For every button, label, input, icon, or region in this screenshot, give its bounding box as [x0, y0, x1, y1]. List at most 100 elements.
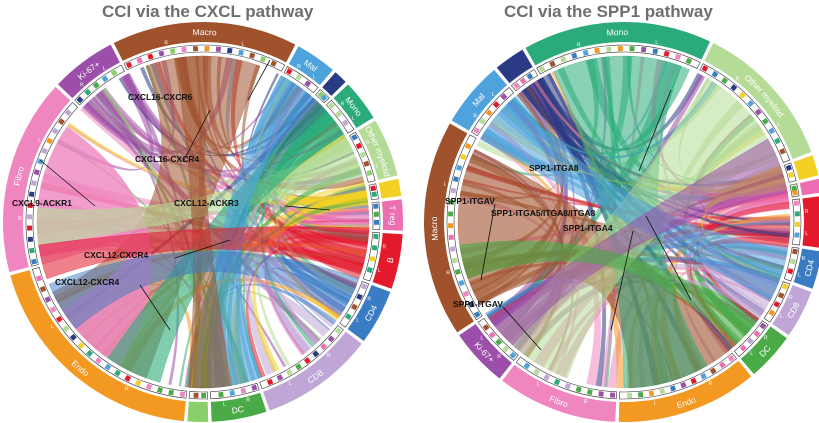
- band-tick: [58, 118, 65, 126]
- sector-arc: [333, 84, 374, 128]
- interaction-label: CXCL9-ACKR1: [12, 198, 72, 208]
- band-tick: [721, 77, 729, 85]
- band-label: R: [367, 297, 371, 303]
- sector-band: [283, 66, 319, 94]
- band-tick: [295, 363, 302, 371]
- band-tick: [181, 46, 187, 53]
- band-tick: [104, 363, 112, 371]
- band-tick: [136, 57, 143, 64]
- band-tick: [345, 313, 352, 321]
- band-tick: [303, 357, 311, 365]
- band-tick: [373, 233, 379, 240]
- band-tick: [276, 374, 284, 381]
- band-label: L: [655, 40, 658, 46]
- band-tick: [360, 283, 368, 290]
- band-label: R: [805, 209, 809, 215]
- band-tick: [125, 61, 133, 69]
- band-tick: [739, 344, 747, 352]
- band-tick: [135, 379, 142, 387]
- band-tick: [464, 142, 472, 150]
- band-label: R: [18, 216, 22, 222]
- band-tick: [270, 60, 277, 67]
- band-tick: [55, 315, 63, 323]
- sector-arc: [618, 360, 752, 422]
- band-tick: [779, 148, 786, 155]
- chord-ribbon: [459, 240, 756, 346]
- sector-band: [325, 99, 355, 134]
- band-tick: [659, 388, 666, 395]
- band-tick: [669, 385, 676, 392]
- band-tick: [373, 203, 379, 209]
- band-tick: [652, 48, 659, 55]
- band-tick: [753, 330, 761, 338]
- band-tick: [759, 322, 767, 330]
- band-tick: [674, 53, 681, 61]
- chord-ribbon: [38, 226, 370, 280]
- sector-arc: [322, 72, 346, 96]
- band-tick: [458, 279, 465, 287]
- band-tick: [327, 335, 335, 343]
- band-tick: [627, 392, 633, 398]
- band-tick: [363, 160, 370, 167]
- band-tick: [27, 225, 33, 231]
- band-tick: [86, 349, 94, 357]
- sector-arc: [10, 270, 186, 422]
- band-label: R: [80, 83, 84, 89]
- band-tick: [145, 383, 153, 391]
- sector-band: [123, 44, 286, 72]
- annotation-leader: [39, 159, 96, 207]
- band-tick: [479, 118, 487, 125]
- band-tick: [77, 342, 85, 350]
- sector-arc: [381, 199, 403, 231]
- interaction-label: SPP1-ITGA4: [563, 223, 613, 233]
- band-tick: [251, 384, 258, 391]
- sector-arc: [2, 86, 71, 273]
- band-tick: [500, 93, 508, 101]
- band-tick: [37, 158, 44, 165]
- band-tick: [768, 309, 776, 317]
- sector-arc: [113, 21, 296, 63]
- band-tick: [158, 50, 165, 57]
- band-tick: [359, 151, 367, 158]
- band-tick: [229, 390, 236, 396]
- band-tick: [791, 185, 798, 192]
- band-label: R: [297, 64, 301, 70]
- band-tick: [637, 391, 644, 398]
- band-label: L: [537, 382, 540, 388]
- band-tick: [168, 389, 174, 396]
- annotation-leader: [645, 215, 692, 301]
- chord-link: [285, 195, 370, 231]
- band-tick: [680, 381, 687, 389]
- band-tick: [711, 70, 719, 78]
- band-tick: [467, 301, 475, 308]
- band-tick: [320, 343, 328, 351]
- band-tick: [774, 137, 781, 145]
- band-tick: [30, 180, 37, 187]
- annotation-leader: [139, 284, 171, 331]
- band-tick: [533, 368, 540, 376]
- band-tick: [27, 236, 34, 243]
- band-tick: [215, 46, 222, 52]
- band-tick: [285, 68, 293, 75]
- band-label: L: [654, 400, 657, 406]
- band-tick: [747, 99, 755, 107]
- band-label: R: [383, 245, 387, 251]
- band-tick: [448, 211, 454, 217]
- band-label: R: [736, 76, 740, 82]
- band-tick: [320, 94, 328, 102]
- band-label: R: [341, 101, 345, 107]
- sector-arc: [263, 331, 362, 411]
- band-tick: [240, 387, 247, 394]
- band-tick: [369, 256, 376, 262]
- sector-arc: [740, 326, 787, 375]
- band-tick: [454, 268, 461, 275]
- band-tick: [792, 189, 798, 196]
- band-label: R: [473, 113, 477, 119]
- band-tick: [582, 49, 589, 56]
- band-label: L: [289, 381, 292, 387]
- band-tick: [575, 386, 582, 393]
- sector-label: B: [385, 256, 396, 264]
- band-tick: [204, 46, 210, 52]
- sector-arc: [525, 21, 711, 66]
- band-tick: [351, 134, 358, 141]
